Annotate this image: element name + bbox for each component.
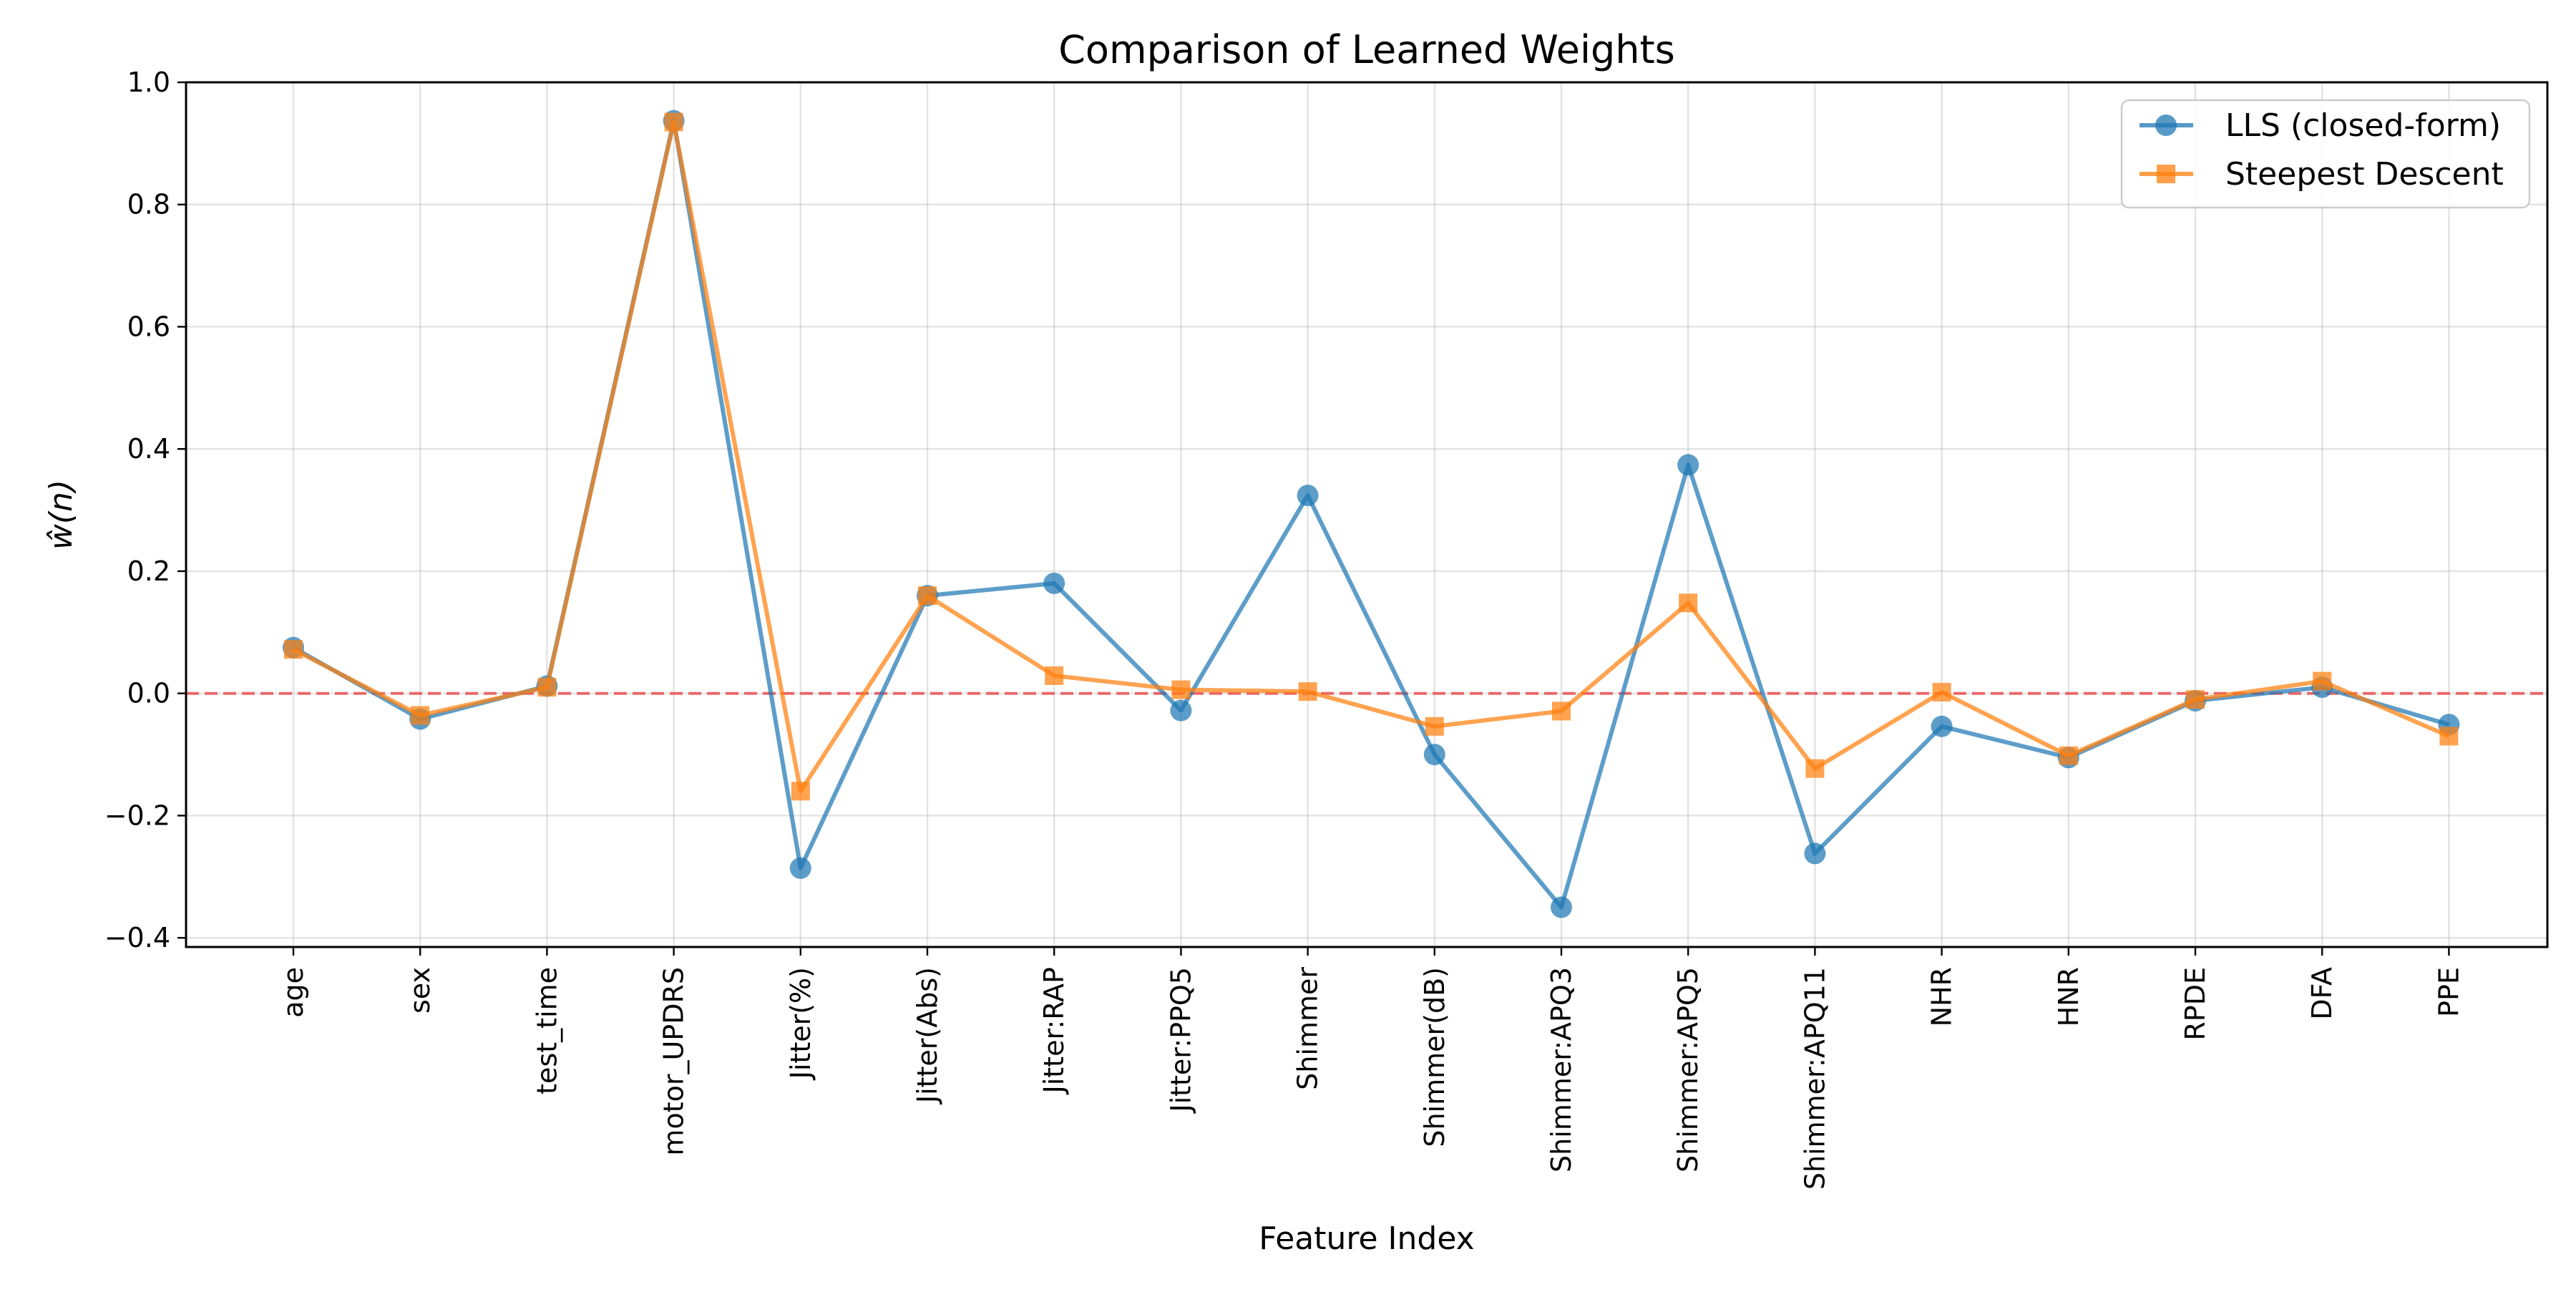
x-tick-label-test-time: test_time — [531, 967, 562, 1094]
plot-frame — [185, 81, 2549, 948]
x-tick-label-sex: sex — [404, 967, 436, 1014]
data-point — [2439, 727, 2459, 746]
data-point — [1423, 744, 1445, 766]
x-axis-label: Feature Index — [1259, 1220, 1474, 1257]
y-tick-label: 0.0 — [127, 678, 170, 709]
y-tick-label: 0.8 — [127, 189, 170, 220]
data-point — [664, 112, 683, 132]
y-tick-label: 0.6 — [127, 311, 170, 342]
y-tick-label: −0.4 — [104, 922, 170, 953]
y-tick-label: 1.0 — [127, 67, 170, 98]
x-tick-label-shimmer-db: Shimmer(dB) — [1419, 967, 1450, 1147]
x-tick-label-jitter-abs: Jitter(Abs) — [912, 967, 943, 1104]
x-tick-label-shimmer-apq3: Shimmer:APQ3 — [1546, 967, 1577, 1172]
data-point — [537, 678, 557, 697]
x-tick-label-dfa: DFA — [2306, 967, 2338, 1020]
series-line-steepest-descent — [292, 120, 2450, 794]
x-tick-label-jitter: Jitter(%) — [785, 967, 816, 1080]
x-axis-ticks: age sex test_time motor_UPDRS Jitter(%) Jitte… — [278, 947, 2464, 1190]
data-point — [789, 857, 811, 879]
data-point — [1045, 666, 1064, 685]
data-point — [1171, 680, 1191, 699]
y-axis-label: ŵ(n) — [43, 480, 79, 550]
x-tick-label-ppe: PPE — [2433, 967, 2464, 1017]
x-tick-label-shimmer-apq11: Shimmer:APQ11 — [1799, 967, 1830, 1190]
legend-label-lls: LLS (closed-form) — [2225, 107, 2501, 144]
data-point — [2186, 690, 2205, 709]
data-point — [1932, 683, 1951, 702]
x-tick-label-rpde: RPDE — [2180, 967, 2211, 1041]
legend-marker-lls — [2155, 115, 2177, 136]
y-tick-label: −0.2 — [104, 800, 170, 831]
series-group — [283, 110, 2460, 918]
x-tick-label-hnr: HNR — [2053, 967, 2084, 1026]
y-axis-ticks: −0.4 −0.2 0.0 0.2 0.4 0.6 0.8 1.0 — [104, 67, 186, 953]
data-point — [284, 640, 303, 659]
y-tick-label: 0.4 — [127, 433, 170, 465]
x-tick-label-shimmer: Shimmer — [1292, 967, 1324, 1090]
data-point — [791, 782, 810, 801]
data-point — [1170, 699, 1192, 722]
x-tick-label-jitter-ppq5: Jitter:PPQ5 — [1165, 967, 1196, 1114]
data-point — [1298, 682, 1317, 701]
x-tick-label-age: age — [278, 967, 309, 1018]
x-tick-label-nhr: NHR — [1926, 967, 1958, 1026]
legend-marker-steepest-descent — [2157, 165, 2175, 183]
data-point — [1552, 701, 1571, 721]
data-point — [1043, 573, 1065, 595]
legend: LLS (closed-form) Steepest Descent — [2120, 99, 2531, 209]
series-steepest-descent — [284, 112, 2459, 801]
x-tick-label-shimmer-apq5: Shimmer:APQ5 — [1672, 967, 1704, 1172]
x-tick-label-motor-updrs: motor_UPDRS — [658, 967, 690, 1156]
data-point — [918, 586, 937, 606]
chart-title: Comparison of Learned Weights — [1058, 27, 1675, 72]
legend-box — [2120, 99, 2531, 209]
x-tick-label-jitter-rap: Jitter:RAP — [1038, 967, 1070, 1094]
data-point — [1804, 842, 1826, 865]
data-point — [2313, 671, 2332, 691]
data-point — [1677, 454, 1699, 476]
data-point — [1805, 759, 1825, 778]
legend-label-steepest-descent: Steepest Descent — [2225, 156, 2504, 193]
data-point — [1931, 715, 1953, 737]
y-tick-label: 0.2 — [127, 555, 170, 587]
data-point — [1679, 593, 1698, 613]
data-point — [1551, 896, 1572, 918]
data-point — [411, 706, 430, 725]
data-point — [1297, 485, 1319, 507]
data-point — [1425, 717, 1444, 736]
data-point — [2059, 746, 2078, 765]
